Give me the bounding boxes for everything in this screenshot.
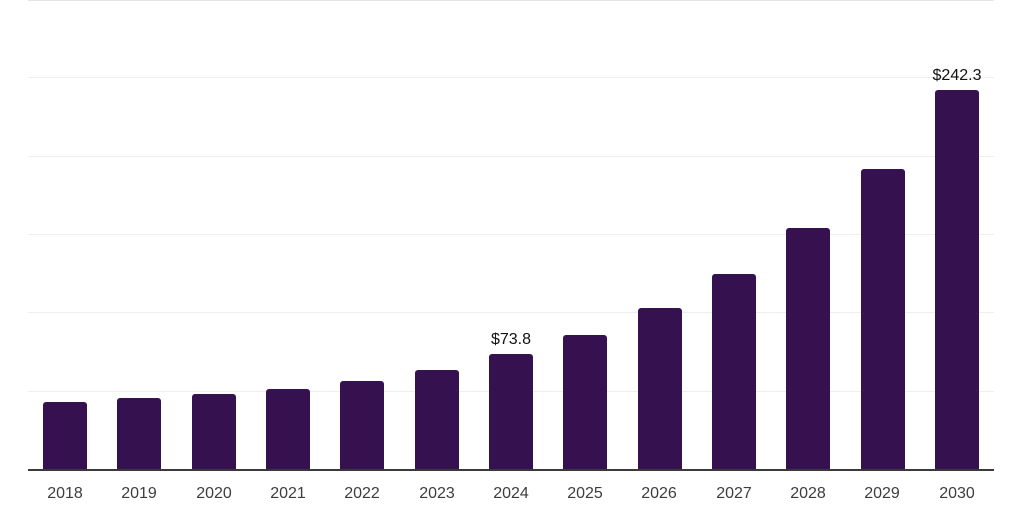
x-tick-label-2023: 2023 — [419, 485, 455, 502]
bar-2018 — [43, 402, 87, 470]
bar-2025 — [563, 335, 607, 470]
gridline-300 — [28, 0, 994, 1]
x-tick-label-2029: 2029 — [864, 485, 900, 502]
gridline-250 — [28, 77, 994, 78]
bar-2023 — [415, 370, 459, 470]
x-tick-label-2030: 2030 — [939, 485, 975, 502]
gridline-200 — [28, 156, 994, 157]
bar-2021 — [266, 389, 310, 470]
bar-2026 — [638, 308, 682, 470]
x-tick-label-2021: 2021 — [270, 485, 306, 502]
gridline-150 — [28, 234, 994, 235]
bar-2027 — [712, 274, 756, 470]
bar-2030 — [935, 90, 979, 470]
bar-2028 — [786, 228, 830, 470]
bar-2022 — [340, 381, 384, 470]
bar-2020 — [192, 394, 236, 470]
data-label-2030: $242.3 — [932, 67, 982, 84]
x-tick-label-2026: 2026 — [641, 485, 677, 502]
x-tick-label-2019: 2019 — [121, 485, 157, 502]
x-tick-label-2027: 2027 — [716, 485, 752, 502]
data-label-2024: $73.8 — [490, 331, 532, 348]
x-tick-label-2018: 2018 — [47, 485, 83, 502]
gridline-100 — [28, 312, 994, 313]
x-tick-label-2028: 2028 — [790, 485, 826, 502]
bar-2019 — [117, 398, 161, 470]
bar-2029 — [861, 169, 905, 470]
x-tick-label-2022: 2022 — [344, 485, 380, 502]
x-tick-label-2025: 2025 — [567, 485, 603, 502]
x-tick-label-2020: 2020 — [196, 485, 232, 502]
bar-2024 — [489, 354, 533, 470]
x-tick-label-2024: 2024 — [493, 485, 529, 502]
x-axis-line — [28, 469, 994, 471]
